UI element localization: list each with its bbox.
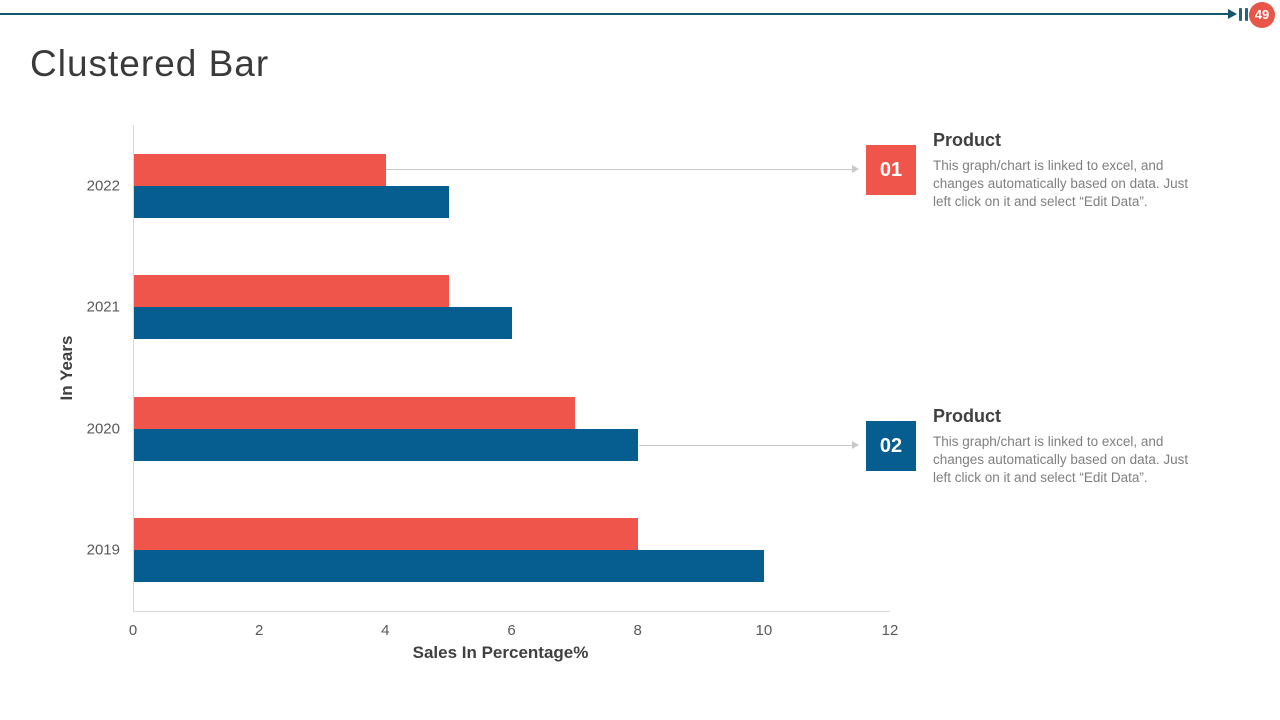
pause-bar [1239, 8, 1242, 21]
bar-product-01 [134, 275, 449, 308]
callout-title-01: Product [933, 130, 1002, 150]
x-tick-label: 6 [507, 622, 516, 639]
x-axis-title: Sales In Percentage% [412, 643, 589, 662]
bar-product-02 [134, 428, 638, 461]
bar-cluster-2020: 2020 [87, 368, 890, 490]
chart-plot-area: 2022 2021 2020 2019 [87, 125, 890, 612]
x-tick-label: 0 [128, 622, 138, 639]
leader-line-product-02 [639, 445, 852, 446]
bar-product-02 [134, 307, 512, 340]
x-tick-label: 12 [881, 622, 899, 639]
bar-product-02 [134, 550, 764, 583]
page-number-badge: 49 [1249, 2, 1275, 28]
connector-arrow-icon [852, 441, 859, 449]
x-tick-label: 2 [254, 622, 264, 639]
y-category-label: 2020 [86, 420, 120, 438]
bar-cluster-2019: 2019 [87, 490, 890, 612]
bar-product-01 [134, 518, 638, 551]
callout-title-02: Product [933, 406, 1002, 426]
bar-product-01 [134, 153, 386, 186]
callout-body-02: This graph/chart is linked to excel, and… [933, 434, 1189, 485]
x-tick-label: 8 [633, 622, 642, 639]
y-category-label: 2019 [86, 541, 120, 559]
callout-number-badge-02: 02 [866, 421, 916, 471]
callout-number-badge-01: 01 [866, 145, 916, 195]
x-tick-label: 10 [755, 622, 773, 639]
connector-arrow-icon [852, 165, 859, 173]
pause-icon [1239, 8, 1248, 21]
y-category-label: 2022 [86, 177, 120, 195]
arrow-right-icon [1228, 9, 1237, 19]
bar-cluster-2022: 2022 [87, 125, 890, 247]
pause-bar [1245, 8, 1248, 21]
y-category-label: 2021 [86, 298, 120, 316]
x-axis-ticks: 0 2 4 6 8 10 12 [129, 622, 899, 640]
bar-rows: 2022 2021 2020 2019 [87, 125, 890, 612]
bar-cluster-2021: 2021 [87, 247, 890, 369]
callout-body-01: This graph/chart is linked to excel, and… [933, 158, 1189, 209]
leader-line-product-01 [386, 169, 852, 170]
page-title: Clustered Bar [30, 42, 270, 84]
bar-product-01 [134, 396, 575, 429]
x-tick-label: 4 [381, 622, 390, 639]
y-axis-title: In Years [57, 335, 76, 401]
top-accent-line [0, 13, 1229, 15]
bar-product-02 [134, 185, 449, 218]
